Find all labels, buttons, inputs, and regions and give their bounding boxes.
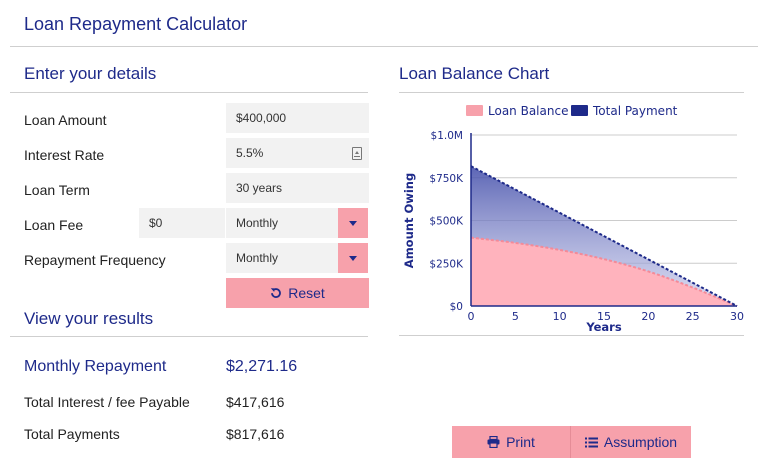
y-tick-label: $750K [429,173,464,185]
caret-down-icon [349,255,357,261]
results-divider [10,336,368,337]
printer-icon [487,436,500,448]
legend-swatch [571,105,588,116]
y-tick-label: $500K [429,216,464,228]
x-tick-label: 0 [468,310,475,323]
list-icon [584,437,598,447]
loan-balance-chart: $0 $250K $500K $750K $1.0M 0 5 10 15 20 25 30 Years A… [402,104,744,334]
assumption-label: Assumption [603,434,678,450]
print-label: Print [506,434,535,450]
x-tick-label: 20 [641,310,655,323]
total-payment-line [470,165,738,307]
x-tick-label: 25 [686,310,700,323]
loan-balance-area [471,237,737,306]
legend-swatch [466,105,483,116]
repayment-frequency-label: Repayment Frequency [24,252,166,268]
reset-label: Reset [288,285,325,301]
reset-button[interactable]: Reset [226,278,369,308]
loan-fee-input[interactable]: $0 [139,208,225,238]
x-tick-label: 30 [730,310,744,323]
undo-icon [271,288,282,298]
assumption-button[interactable]: Assumption [571,426,691,458]
chart-bottom-divider [399,335,744,336]
x-tick-label: 5 [512,310,519,323]
x-tick-label: 15 [597,310,611,323]
caret-down-icon [349,220,357,226]
monthly-repayment-label: Monthly Repayment [24,358,167,375]
total-interest-value: $417,616 [226,394,285,410]
print-button[interactable]: Print [452,426,570,458]
legend-label: Loan Balance [488,104,568,118]
loan-fee-frequency-dropdown-button[interactable] [338,208,368,238]
title-divider [10,46,758,47]
results-heading: View your results [24,309,154,328]
number-spinner-icon[interactable] [352,147,362,160]
x-axis-label: Years [585,320,622,334]
page-title: Loan Repayment Calculator [24,14,248,34]
loan-fee-label: Loan Fee [24,217,84,233]
y-axis-label: Amount Owing [402,173,416,268]
repayment-frequency-select[interactable]: Monthly [226,243,338,273]
y-tick-label: $1.0M [431,130,463,142]
loan-amount-label: Loan Amount [24,112,107,128]
loan-term-label: Loan Term [24,182,90,198]
details-heading: Enter your details [24,64,157,83]
total-payments-value: $817,616 [226,426,285,442]
details-divider [10,92,368,93]
y-tick-label: $250K [429,258,464,270]
legend-label: Total Payment [592,104,678,118]
interest-rate-label: Interest Rate [24,147,105,163]
loan-fee-frequency-select[interactable]: Monthly [226,208,338,238]
interest-rate-input[interactable]: 5.5% [226,138,369,168]
total-payments-label: Total Payments [24,426,120,442]
loan-amount-input[interactable]: $400,000 [226,103,369,133]
monthly-repayment-value: $2,271.16 [226,358,298,375]
loan-term-input[interactable]: 30 years [226,173,369,203]
chart-heading-divider [399,92,744,93]
x-tick-label: 10 [553,310,567,323]
chart-heading: Loan Balance Chart [399,64,550,83]
y-tick-label: $0 [450,301,463,313]
button-separator [570,426,571,458]
total-interest-label: Total Interest / fee Payable [24,394,190,410]
repayment-frequency-dropdown-button[interactable] [338,243,368,273]
